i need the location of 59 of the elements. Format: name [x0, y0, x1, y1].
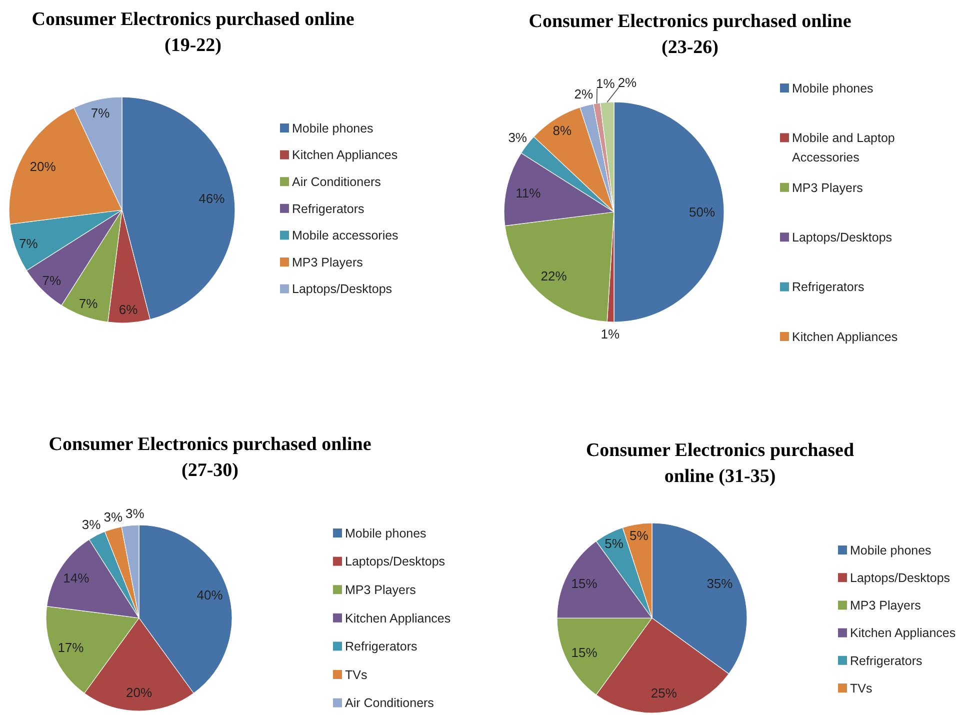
- data-label: 3%: [126, 506, 145, 522]
- legend-label: Laptops/Desktops: [345, 554, 446, 569]
- legend-label: TVs: [345, 668, 368, 682]
- data-label: 14%: [63, 570, 90, 586]
- data-label: 7%: [78, 296, 98, 312]
- data-label: 5%: [630, 528, 649, 543]
- data-label: 20%: [126, 684, 152, 700]
- data-label: 3%: [104, 510, 123, 525]
- legend-label: Laptops/Desktops: [850, 570, 950, 585]
- legend-label: Refrigerators: [850, 654, 922, 668]
- legend-label: Mobile accessories: [292, 228, 398, 243]
- chart-title: Consumer Electronics purchased online (27-30): [48, 434, 372, 481]
- legend-label: Refrigerators: [292, 202, 364, 216]
- legend-label: MP3 Players: [345, 582, 416, 597]
- data-label: 20%: [30, 159, 56, 174]
- data-label: 15%: [571, 576, 598, 592]
- legend-label: Refrigerators: [792, 280, 864, 294]
- data-label: 7%: [19, 236, 38, 252]
- data-label: 1%: [600, 326, 620, 342]
- legend-label: Laptops/Desktops: [292, 282, 392, 296]
- chart-title: Consumer Electronics purchased online (31-35): [586, 440, 854, 487]
- chart-title: Consumer Electronics purchased online (19-22): [32, 9, 354, 56]
- legend-label: Air Conditioners: [292, 174, 381, 189]
- data-label: 1%: [596, 76, 616, 92]
- legend-label: Kitchen Appliances: [345, 611, 451, 626]
- data-label: 40%: [196, 588, 224, 603]
- data-label: 22%: [540, 268, 568, 284]
- data-label: 50%: [688, 204, 716, 220]
- legend-label: TVs: [850, 681, 872, 696]
- legend-label: Air Conditioners: [345, 696, 434, 710]
- legend-label: Kitchen Appliances: [292, 148, 398, 162]
- legend-label: MP3 Players: [292, 255, 363, 270]
- legend-label: Mobile and Laptop Accessories: [792, 131, 895, 164]
- legend-label: MP3 Players: [850, 598, 921, 613]
- data-label: 7%: [90, 106, 110, 121]
- data-label: 5%: [604, 536, 624, 552]
- legend-label: Kitchen Appliances: [792, 330, 898, 344]
- legend-label: Mobile phones: [292, 121, 374, 136]
- data-label: 11%: [516, 185, 542, 200]
- data-label: 17%: [58, 640, 84, 656]
- legend-label: Mobile phones: [345, 526, 426, 540]
- data-label: 3%: [82, 516, 102, 532]
- data-label: 25%: [650, 686, 678, 701]
- data-label: 46%: [198, 191, 226, 206]
- data-label: 6%: [118, 302, 138, 317]
- data-label: 7%: [42, 272, 62, 288]
- data-label: 15%: [571, 645, 598, 660]
- legend-label: Refrigerators: [345, 640, 418, 654]
- legend-label: Mobile phones: [850, 543, 932, 558]
- data-label: 2%: [618, 74, 638, 90]
- legend-label: Kitchen Appliances: [850, 626, 956, 640]
- legend-label: Mobile phones: [792, 81, 874, 96]
- legend-label: MP3 Players: [792, 180, 863, 195]
- data-label: 8%: [552, 122, 572, 138]
- chart-title: Consumer Electronics purchased online (23-26): [528, 11, 852, 58]
- data-label: 2%: [574, 86, 594, 102]
- legend-label: Laptops/Desktops: [792, 230, 892, 244]
- data-label: 3%: [508, 130, 528, 145]
- data-label: 35%: [706, 576, 734, 592]
